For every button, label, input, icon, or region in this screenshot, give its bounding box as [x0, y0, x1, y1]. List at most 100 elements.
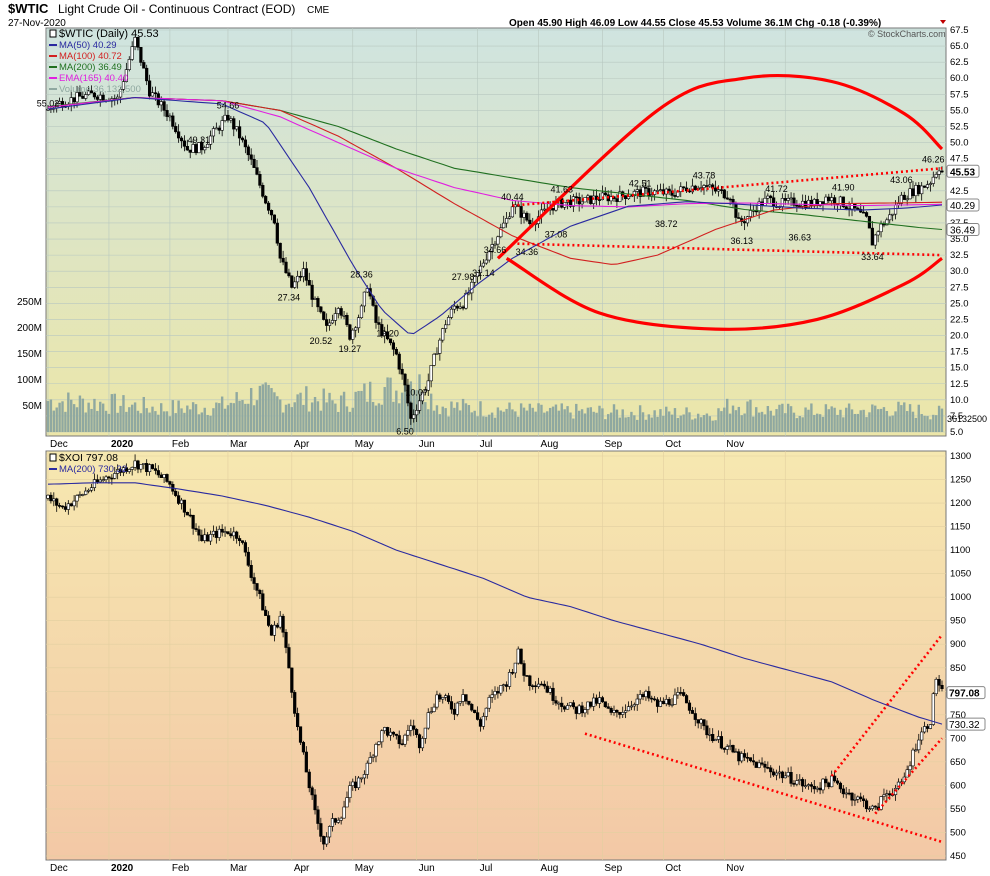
candle-body — [557, 702, 561, 705]
volume-bar — [348, 411, 352, 432]
candle-body — [702, 185, 706, 188]
candle-body — [743, 753, 747, 758]
volume-bar — [101, 403, 105, 432]
volume-bar — [891, 415, 894, 432]
candle-body — [377, 322, 381, 325]
candle-body — [252, 158, 256, 168]
candle-body — [391, 342, 396, 350]
candle-body — [754, 761, 758, 768]
month-label: Jul — [480, 439, 493, 450]
candle-body — [78, 92, 82, 97]
candle-body — [84, 94, 88, 99]
volume-bar — [743, 413, 746, 432]
volume-bar — [162, 411, 166, 432]
month-label: Aug — [541, 863, 559, 874]
candle-body — [766, 767, 770, 769]
volume-tick-label: 100M — [17, 375, 42, 386]
volume-bar — [801, 417, 804, 432]
volume-bar — [421, 400, 424, 432]
volume-bar — [293, 402, 296, 432]
candle-body — [635, 189, 639, 192]
candle-body — [870, 805, 874, 809]
volume-bar — [229, 402, 233, 432]
candle-body — [229, 533, 233, 537]
candle-body — [162, 474, 166, 478]
candle-body — [191, 144, 195, 153]
candle-body — [934, 679, 938, 695]
volume-bar — [177, 400, 180, 432]
price-tick-label: 60.0 — [950, 73, 969, 84]
candle-body — [751, 760, 755, 763]
volume-bar — [705, 413, 709, 432]
candle-body — [325, 836, 329, 845]
candle-body — [928, 183, 932, 185]
candle-body — [446, 695, 451, 702]
candle-body — [168, 115, 172, 118]
volume-bar — [813, 414, 816, 432]
volume-bar — [595, 412, 598, 432]
candle-body — [603, 192, 607, 196]
xoi-tick-label: 850 — [950, 663, 966, 674]
volume-bar — [151, 406, 154, 432]
candle-body — [682, 692, 686, 696]
candle-body — [272, 624, 277, 636]
candle-body — [284, 631, 288, 648]
candle-body — [240, 137, 245, 141]
volume-bar — [618, 417, 622, 432]
candle-body — [423, 727, 427, 739]
volume-bar — [897, 401, 900, 432]
candle-body — [293, 692, 297, 714]
price-tick-label: 10.0 — [950, 395, 969, 406]
volume-bar — [920, 414, 923, 432]
candle-body — [301, 742, 306, 753]
wtic-candles — [46, 36, 944, 425]
xoi-tick-label: 1100 — [950, 545, 970, 556]
candle-body — [612, 709, 616, 713]
month-label: Oct — [665, 439, 681, 450]
candle-body — [487, 697, 491, 709]
volume-bar — [865, 417, 868, 432]
ohlc-readout: Open 45.90 High 46.09 Low 44.55 Close 45… — [509, 18, 881, 29]
volume-bar — [528, 403, 532, 432]
volume-bar — [429, 393, 433, 432]
candle-body — [232, 118, 236, 130]
price-annotation: 46.26 — [922, 155, 945, 165]
candle-body — [644, 691, 648, 698]
volume-bar — [615, 409, 619, 432]
candle-body — [531, 685, 535, 688]
price-annotation: 42.51 — [629, 179, 652, 189]
candle-body — [862, 211, 866, 214]
candle-body — [505, 684, 509, 687]
candle-body — [197, 529, 201, 536]
volume-bar — [653, 410, 656, 432]
month-label: Mar — [230, 439, 248, 450]
candle-body — [435, 694, 439, 708]
last-value-box — [946, 198, 980, 212]
candle-body — [499, 685, 503, 694]
candle-body — [899, 194, 903, 204]
candle-body — [185, 146, 189, 151]
volume-bar — [746, 401, 749, 432]
candle-body — [763, 197, 767, 206]
candle-body — [84, 490, 88, 495]
price-annotation: 6.50 — [396, 426, 414, 436]
candle-body — [441, 697, 445, 700]
volume-bar — [763, 414, 767, 432]
volume-bar — [299, 392, 302, 432]
candle-body — [98, 479, 102, 483]
volume-bar — [258, 385, 262, 432]
candle-body — [130, 466, 134, 470]
candle-body — [684, 695, 689, 704]
price-tick-label: 20.0 — [950, 331, 969, 342]
candle-body — [325, 319, 329, 326]
candle-body — [168, 481, 172, 485]
volume-bar — [847, 403, 851, 432]
volume-bar — [328, 392, 331, 432]
volume-bar — [447, 416, 450, 432]
volume-bar — [90, 408, 93, 432]
volume-bar — [740, 415, 743, 432]
candle-body — [264, 196, 268, 204]
legend-swatch — [49, 29, 57, 38]
price-annotation: 20.52 — [310, 336, 333, 346]
candle-body — [757, 201, 761, 213]
